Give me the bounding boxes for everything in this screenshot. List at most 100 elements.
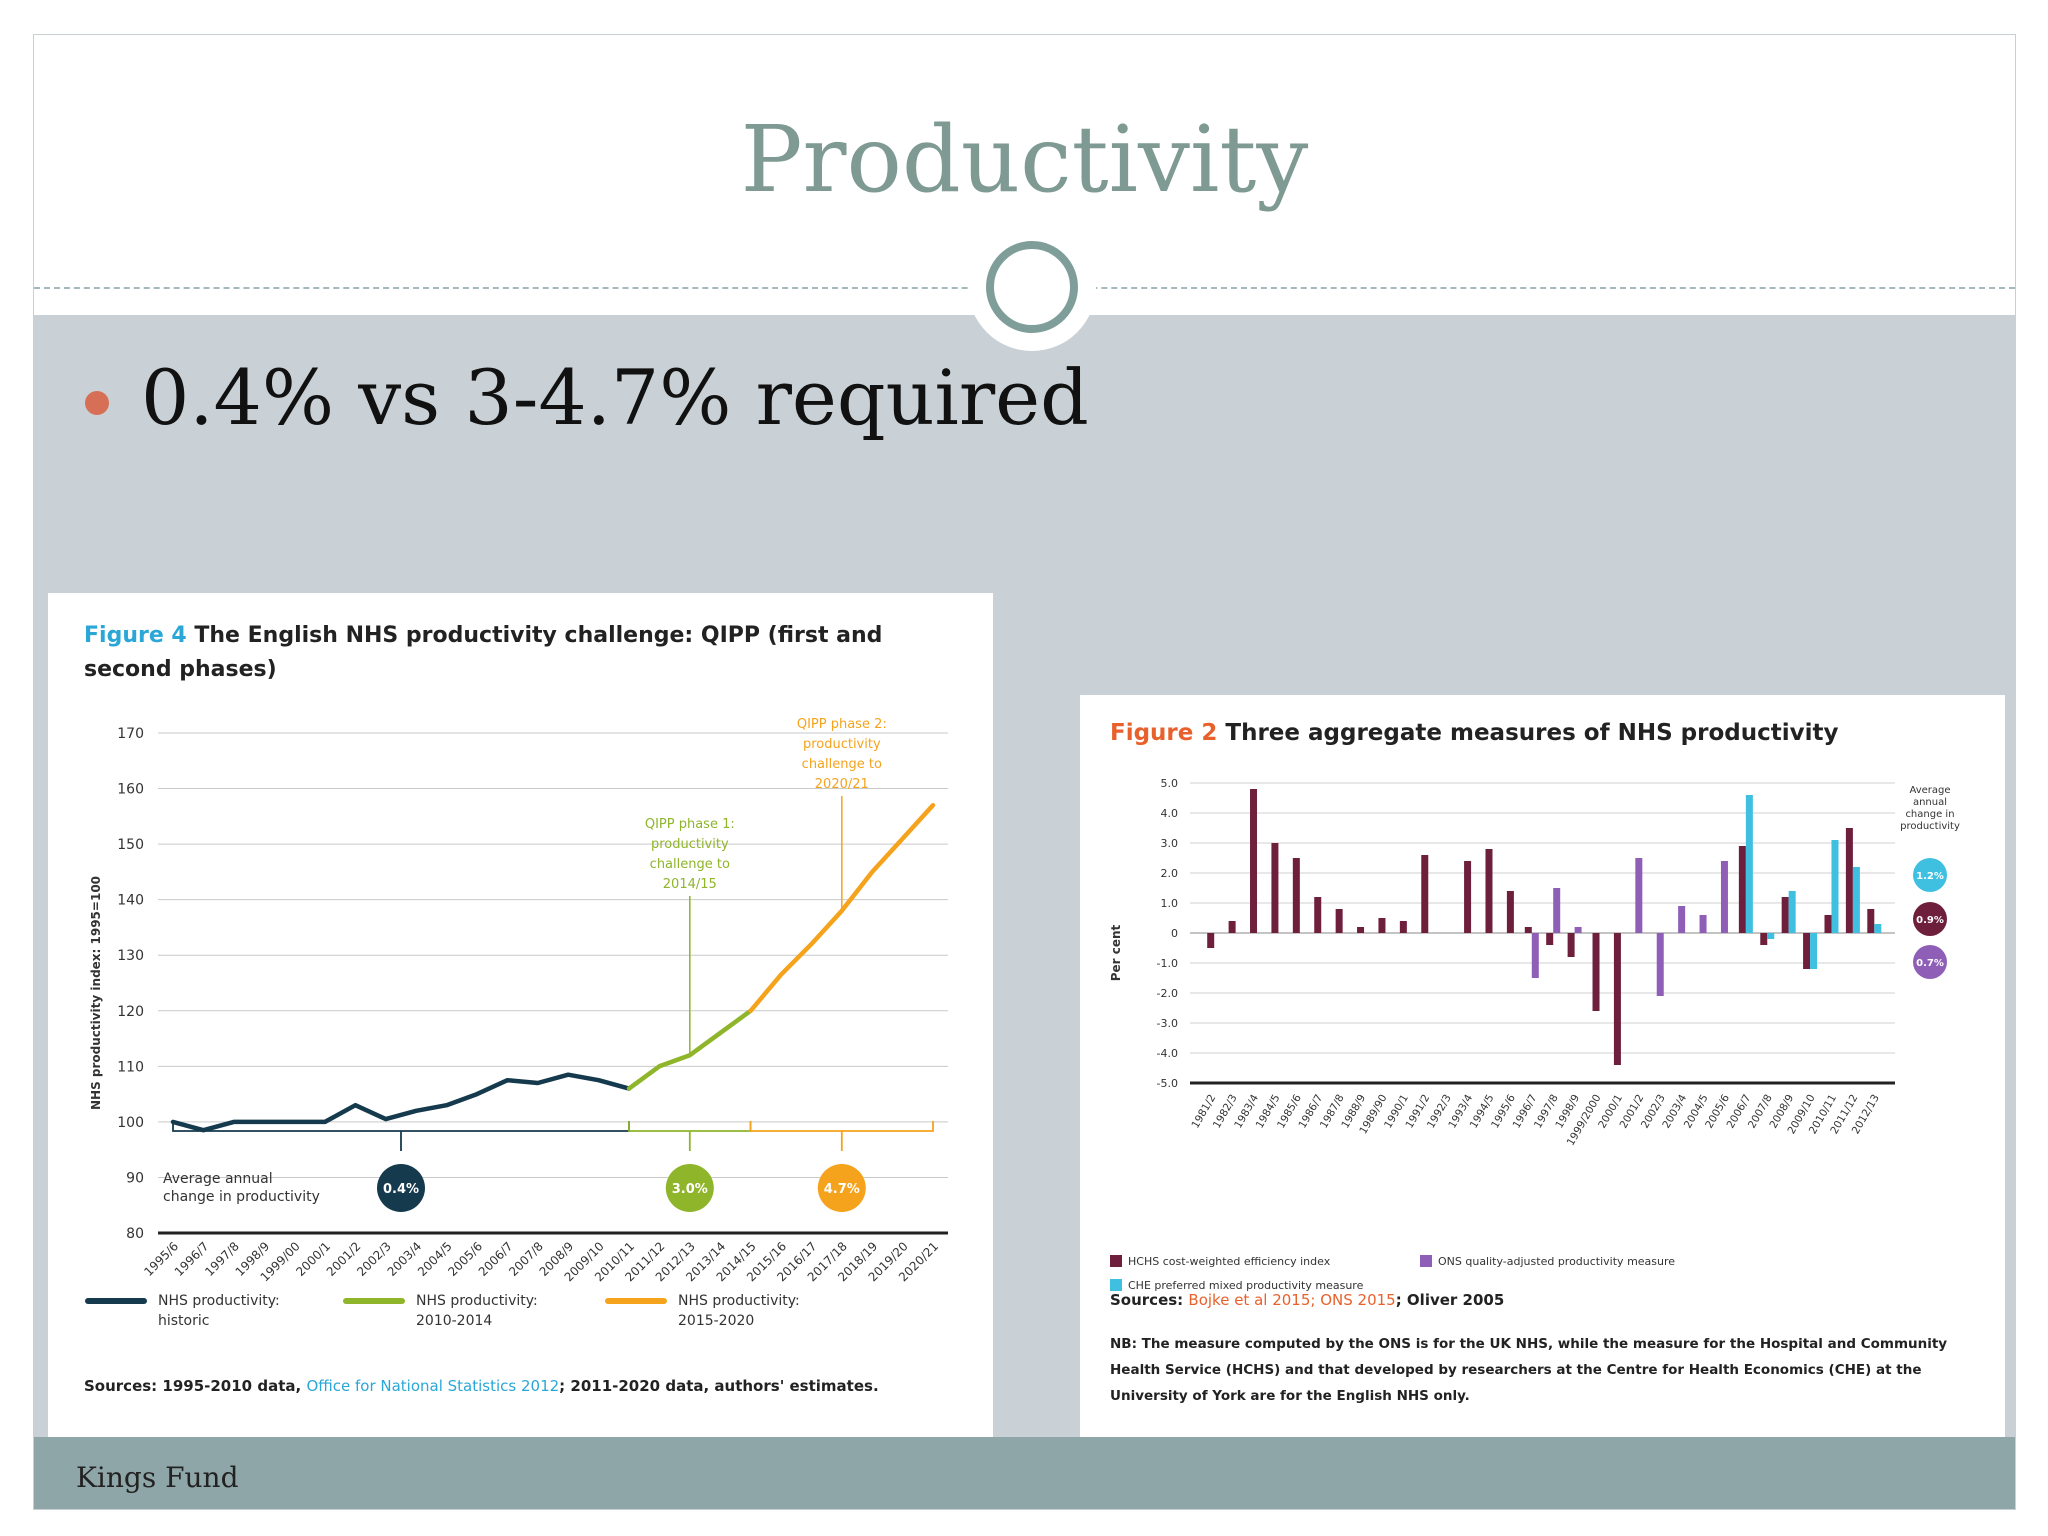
bar [1567,933,1575,957]
figure-2-title-text: Three aggregate measures of NHS producti… [1225,720,1839,746]
y-tick-label: 4.0 [1161,807,1179,820]
y-tick-label: 130 [117,948,144,964]
average-value: 1.2% [1916,871,1944,882]
y-tick-label: 120 [117,1004,144,1020]
figure-2-chart: 5.0 4.0 3.0 2.0 1.0 0 -1.0 -2.0 -3.0 -4.0 -5.0 Per … [1109,777,1960,1292]
bar [1867,909,1875,933]
legend-label: NHS productivity: [678,1293,800,1309]
annotation-text: 2014/15 [663,877,717,892]
bar [1399,921,1407,933]
bar [1788,891,1796,933]
bar [1292,858,1300,933]
average-label: change in productivity [163,1189,320,1205]
bar [1613,933,1621,1065]
y-tick-label: 140 [117,893,144,909]
average-label: Average [1909,785,1950,796]
figure-2-title: Figure 2 Three aggregate measures of NHS… [1110,717,1970,749]
bar [1767,933,1775,939]
annotation-text: productivity [651,837,729,852]
y-tick-label: 150 [117,837,144,853]
bar [1656,933,1664,996]
bar [1357,927,1365,933]
figure-2-source-prefix: Sources: [1110,1291,1184,1309]
figure-4-panel: Figure 4 The English NHS productivity ch… [48,593,993,1438]
bar [1546,933,1554,945]
bar [1207,933,1215,948]
figure-4-source-link[interactable]: Office for National Statistics 2012 [306,1377,560,1395]
bar [1335,909,1343,933]
average-badge [1913,945,1947,979]
bar [1524,927,1532,933]
slide-footer: Kings Fund [34,1437,2015,1509]
figure-2-source-link[interactable]: Bojke et al 2015; ONS 2015 [1188,1291,1396,1309]
average-badge [817,1164,866,1212]
average-value: 0.4% [383,1182,419,1197]
legend-label: 2015-2020 [678,1313,754,1329]
figure-2-panel: Figure 2 Three aggregate measures of NHS… [1080,695,2005,1443]
average-badge [665,1164,714,1212]
bar [1228,921,1236,933]
bar [1592,933,1600,1011]
average-value: 0.9% [1916,915,1944,926]
bar [1874,924,1882,933]
average-value: 0.7% [1916,958,1944,969]
figure-4-source-suffix: ; 2011-2020 data, authors' estimates. [559,1377,879,1395]
y-tick-label: 5.0 [1161,777,1179,790]
bar [1852,867,1860,933]
bar [1803,933,1811,969]
annotation-text: challenge to [802,757,882,772]
average-badge [377,1164,425,1212]
annotation-text: productivity [803,737,881,752]
y-tick-label: 2.0 [1161,867,1179,880]
bar [1699,915,1707,933]
legend-label: NHS productivity: [416,1293,538,1309]
y-tick-label: -1.0 [1157,957,1178,970]
average-label: productivity [1900,821,1960,832]
annotation-text: 2020/21 [815,777,869,792]
y-tick-label: 170 [117,726,144,742]
y-tick-label: 110 [117,1059,144,1075]
bar [1831,840,1839,933]
annotation-text: QIPP phase 1: [645,817,735,832]
figure-4-title: Figure 4 The English NHS productivity ch… [84,619,904,687]
figure-4-chart: 80 90 100 110 120 130 140 150 160 170 NHS producti… [85,717,948,1329]
y-tick-label: 90 [126,1170,144,1186]
bar [1760,933,1768,945]
average-value: 3.0% [672,1182,708,1197]
bar [1271,843,1279,933]
bar [1250,789,1258,933]
average-badge [1913,858,1947,892]
average-badge [1913,902,1947,936]
figure-2-label: Figure 2 [1110,720,1218,746]
annotation-text: challenge to [650,857,730,872]
average-label: annual [1913,797,1947,808]
divider-circle-icon [968,223,1096,351]
figure-4-label: Figure 4 [84,623,187,648]
figure-4-source: Sources: 1995-2010 data, Office for Nati… [84,1377,879,1395]
y-tick-label: 1.0 [1161,897,1179,910]
legend-swatch [1110,1279,1122,1291]
y-tick-label: 100 [117,1115,144,1131]
series-line [170,1072,632,1133]
bar [1485,849,1493,933]
y-tick-label: -5.0 [1157,1077,1178,1090]
legend-label: NHS productivity: [158,1293,280,1309]
slide: Productivity 0.4% vs 3-4.7% required Fig… [33,34,2016,1510]
figure-4-source-prefix: Sources: 1995-2010 data, [84,1377,302,1395]
legend-label: historic [158,1313,209,1329]
bar [1824,915,1832,933]
footer-text: Kings Fund [76,1461,239,1494]
legend-swatch [1110,1255,1122,1267]
y-tick-label: 0 [1171,927,1178,940]
legend-swatch [1420,1255,1432,1267]
y-tick-label: -3.0 [1157,1017,1178,1030]
figure-4-title-text: The English NHS productivity challenge: … [84,623,883,682]
bullet-dot-icon [85,391,109,415]
y-tick-label: 80 [126,1226,144,1242]
bar [1421,855,1429,933]
y-tick-label: -2.0 [1157,987,1178,1000]
bar [1378,918,1386,933]
figure-2-note: NB: The measure computed by the ONS is f… [1110,1336,1948,1404]
range-bracket [628,1121,752,1132]
bar [1810,933,1818,969]
